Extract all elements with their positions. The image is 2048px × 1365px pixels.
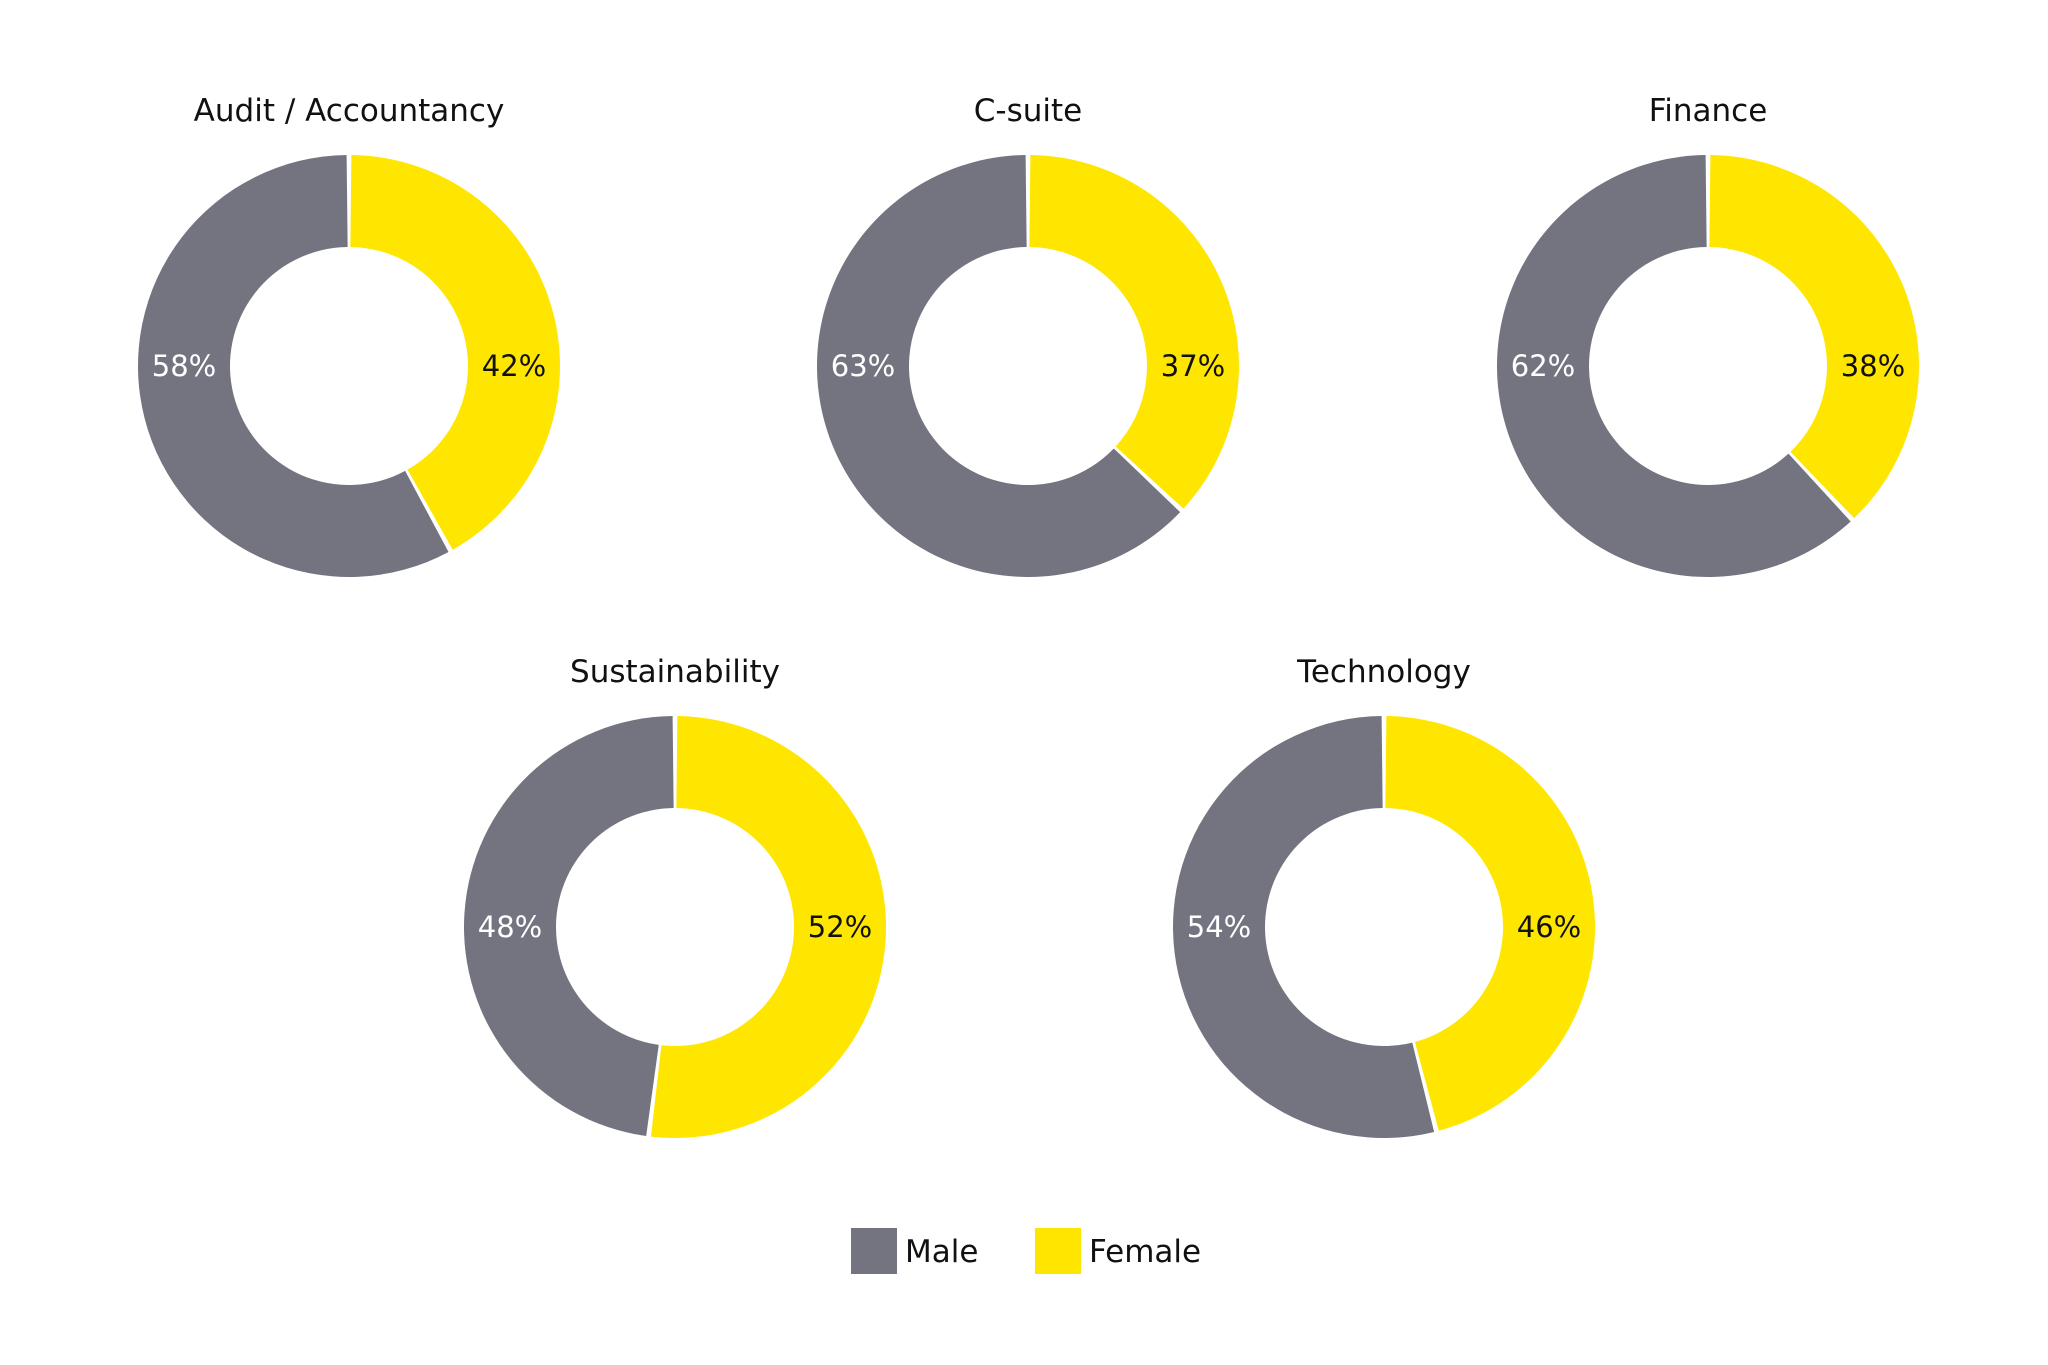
chart-title: Audit / Accountancy (194, 93, 505, 129)
legend-swatch-male (851, 1228, 897, 1274)
chart-title: Sustainability (570, 654, 780, 690)
male-label: 48% (478, 910, 542, 944)
female-slice (1709, 155, 1919, 519)
female-slice (650, 716, 887, 1138)
female-label: 37% (1161, 349, 1225, 383)
legend-label-female: Female (1089, 1234, 1201, 1270)
male-label: 63% (831, 349, 895, 383)
female-slice (350, 155, 560, 550)
female-slice (1029, 155, 1239, 509)
female-label: 52% (808, 910, 872, 944)
chart-title: Finance (1649, 93, 1768, 129)
male-slice (1173, 716, 1435, 1138)
legend-swatch-female (1035, 1228, 1081, 1274)
female-label: 42% (482, 349, 546, 383)
male-slice (138, 155, 449, 578)
chart-title: Technology (1296, 654, 1471, 690)
male-label: 58% (152, 349, 216, 383)
chart-title: C-suite (974, 93, 1082, 129)
male-slice (463, 716, 674, 1137)
female-slice (1385, 716, 1595, 1131)
female-label: 46% (1517, 910, 1581, 944)
male-label: 54% (1187, 910, 1251, 944)
male-slice (1496, 155, 1851, 577)
male-slice (817, 155, 1181, 577)
female-label: 38% (1841, 349, 1905, 383)
legend-label-male: Male (905, 1234, 978, 1270)
male-label: 62% (1511, 349, 1575, 383)
